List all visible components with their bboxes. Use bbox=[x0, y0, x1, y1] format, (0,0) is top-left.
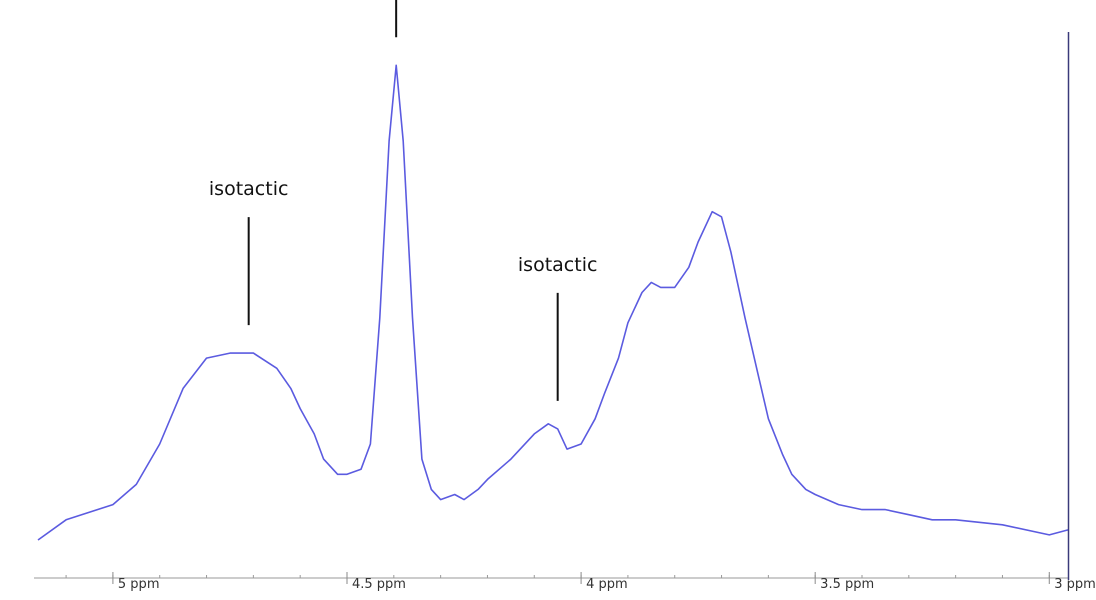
peak-annotations: isotacticsyndiotacticisotactic bbox=[209, 0, 598, 401]
x-axis: 5 ppm 4.5 ppm 4 ppm 3.5 ppm 3 ppm bbox=[34, 572, 1096, 592]
tick-label: 3.5 ppm bbox=[820, 577, 874, 592]
tick-label: 4 ppm bbox=[586, 577, 628, 592]
tick-label: 3 ppm bbox=[1054, 577, 1096, 592]
annotation-label: isotactic bbox=[518, 254, 598, 276]
spectrum-series bbox=[37, 64, 1069, 541]
tick-label: 4.5 ppm bbox=[352, 577, 406, 592]
annotation-label: isotactic bbox=[209, 178, 289, 200]
tick-label: 5 ppm bbox=[118, 577, 160, 592]
spectrum-line bbox=[37, 64, 1069, 541]
